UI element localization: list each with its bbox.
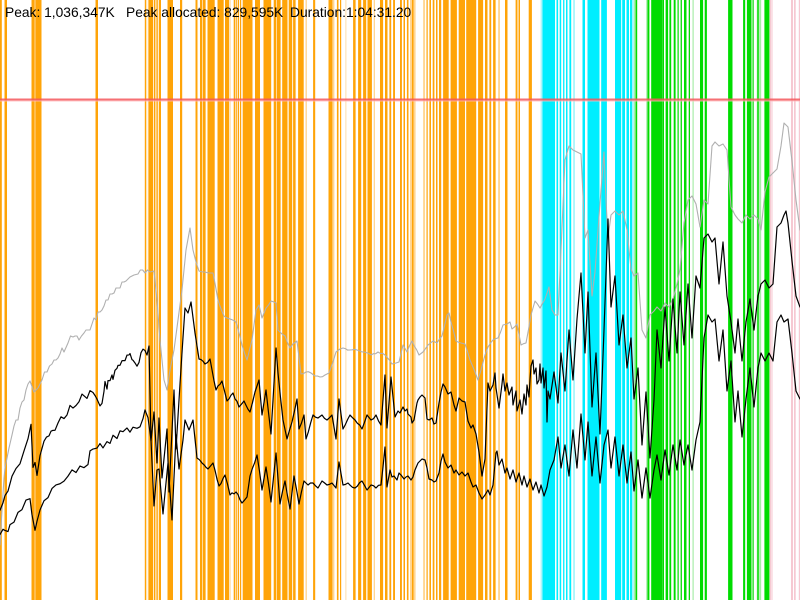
svg-text:Peak allocated: 829,595K: Peak allocated: 829,595K bbox=[126, 5, 284, 20]
svg-text:Duration:1:04:31.20: Duration:1:04:31.20 bbox=[290, 5, 412, 20]
svg-text:Peak: 1,036,347K: Peak: 1,036,347K bbox=[5, 5, 115, 20]
